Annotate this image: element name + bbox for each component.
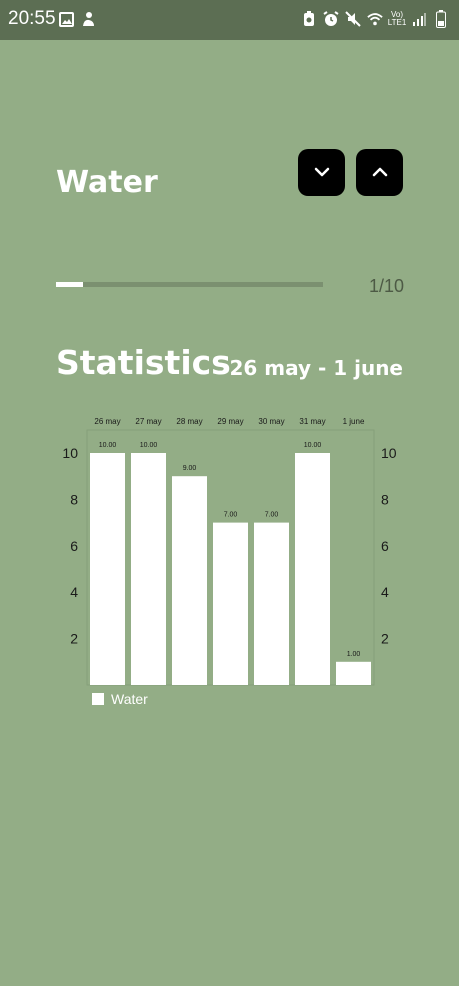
x-category-label: 30 may	[258, 417, 284, 426]
bar	[254, 522, 289, 685]
bar	[131, 453, 166, 685]
y-tick-label-left: 6	[70, 538, 78, 554]
legend-label: Water	[111, 691, 148, 707]
mute-icon	[345, 10, 361, 28]
signal-icon	[411, 10, 427, 28]
x-category-label: 31 may	[299, 417, 325, 426]
bar	[172, 476, 207, 685]
y-tick-label-left: 2	[70, 631, 78, 647]
y-tick-label-right: 4	[381, 584, 389, 600]
network-label-bottom: LTE1	[387, 18, 407, 27]
alarm-icon	[323, 10, 339, 28]
previous-button[interactable]	[298, 149, 345, 196]
bar-value-label: 10.00	[140, 442, 158, 449]
y-tick-label-right: 2	[381, 631, 389, 647]
progress-bar	[56, 282, 323, 287]
x-category-label: 1 june	[343, 417, 365, 426]
y-tick-label-left: 10	[62, 445, 78, 461]
date-range: 26 may - 1 june	[229, 356, 403, 380]
y-tick-label-right: 8	[381, 491, 389, 507]
x-category-label: 29 may	[217, 417, 243, 426]
bar	[295, 453, 330, 685]
progress-text: 1/10	[368, 276, 404, 296]
bar-value-label: 1.00	[347, 651, 361, 658]
y-tick-label-right: 6	[381, 538, 389, 554]
page-title: Water	[56, 165, 158, 200]
water-bar-chart: 2 2 4 4 6 6 8 8 10 10 26 may 10.00 27 may 10.00 28 may…	[62, 417, 397, 686]
bar	[213, 522, 248, 685]
bar-value-label: 10.00	[99, 442, 117, 449]
network-label-top: Vo)	[390, 10, 403, 19]
y-tick-label-left: 4	[70, 584, 78, 600]
statistics-title: Statistics	[56, 343, 231, 382]
lte-icon: Vo) LTE1	[387, 10, 407, 28]
chart-legend: Water	[92, 691, 148, 707]
bar	[90, 453, 125, 685]
x-category-label: 26 may	[94, 417, 120, 426]
status-bar: 20:55 Vo) LTE1	[0, 0, 459, 40]
next-button[interactable]	[356, 149, 403, 196]
wifi-icon	[367, 10, 383, 28]
bar-value-label: 9.00	[183, 465, 197, 472]
battery-icon	[433, 10, 449, 28]
x-category-label: 27 may	[135, 417, 161, 426]
chevron-up-icon	[371, 163, 389, 182]
bar-value-label: 10.00	[304, 442, 322, 449]
x-category-label: 28 may	[176, 417, 202, 426]
bar-value-label: 7.00	[265, 512, 279, 519]
battery-saver-icon	[301, 10, 317, 28]
bar	[336, 661, 371, 685]
y-tick-label-left: 8	[70, 491, 78, 507]
bar-value-label: 7.00	[224, 512, 238, 519]
legend-swatch	[92, 693, 104, 705]
y-tick-label-right: 10	[381, 445, 397, 461]
notification-icon	[80, 10, 96, 28]
progress-fill	[56, 282, 83, 287]
status-time: 20:55	[8, 8, 56, 29]
image-icon	[58, 10, 74, 28]
chevron-down-icon	[313, 163, 331, 182]
